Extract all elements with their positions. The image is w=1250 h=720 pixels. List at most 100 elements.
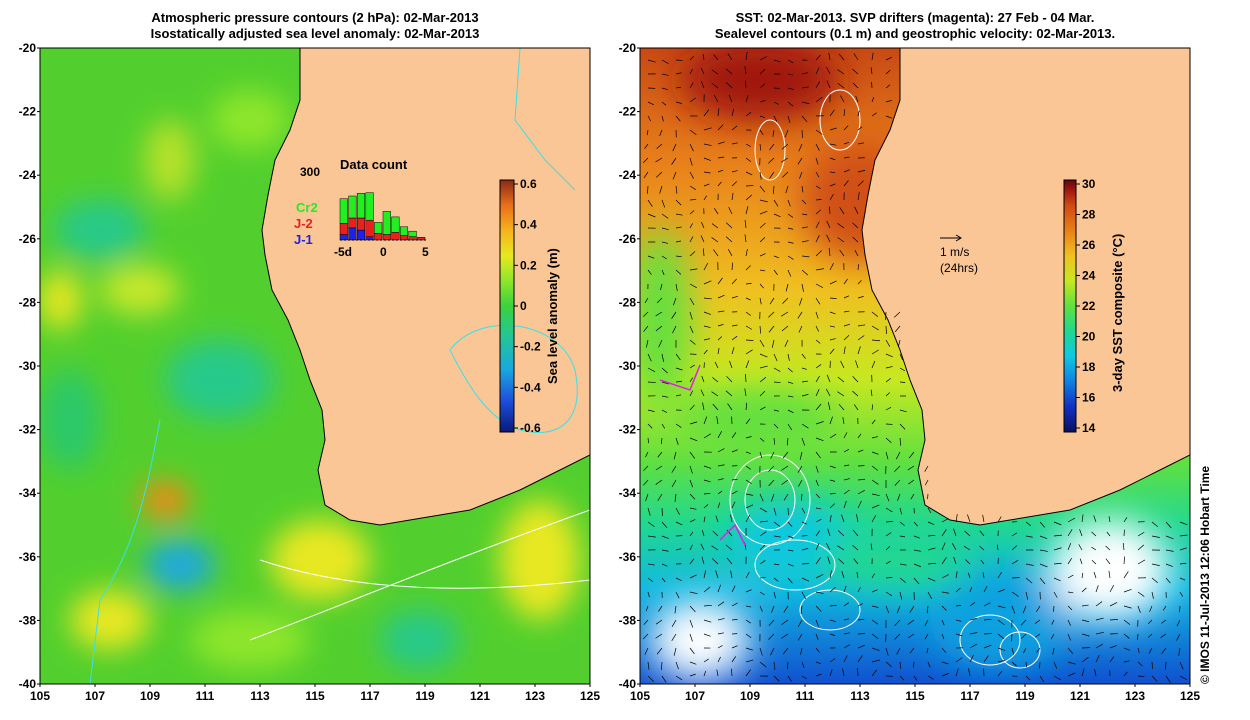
velocity-arrow [675, 394, 682, 397]
velocity-arrow [871, 589, 878, 593]
velocity-arrow [671, 157, 677, 165]
velocity-arrow [857, 126, 863, 131]
velocity-arrow [772, 185, 775, 194]
velocity-arrow [655, 157, 663, 163]
velocity-arrow [672, 325, 677, 334]
velocity-arrow [899, 423, 906, 430]
velocity-arrow [899, 367, 905, 372]
velocity-arrow [1109, 585, 1115, 593]
velocity-arrow [671, 311, 677, 319]
velocity-arrow [717, 656, 721, 663]
velocity-arrow [759, 185, 766, 193]
velocity-arrow [717, 108, 720, 117]
velocity-arrow [801, 661, 805, 668]
velocity-arrow [717, 277, 723, 285]
velocity-arrow [715, 515, 719, 523]
velocity-arrow [745, 95, 749, 103]
velocity-arrow [969, 618, 977, 621]
velocity-arrow [1025, 591, 1029, 600]
velocity-arrow [645, 493, 649, 502]
velocity-arrow [800, 493, 803, 501]
inset-xtick-2: 5 [422, 245, 429, 259]
velocity-arrow [689, 210, 695, 215]
velocity-arrow [782, 171, 789, 178]
colorbar-tick-label: -0.4 [520, 380, 541, 394]
velocity-arrow [773, 353, 778, 362]
velocity-arrow [702, 248, 705, 257]
velocity-arrow [787, 395, 794, 398]
velocity-arrow [745, 143, 751, 147]
velocity-arrow [801, 255, 810, 258]
velocity-arrow [815, 389, 820, 397]
velocity-arrow [731, 585, 736, 593]
velocity-arrow [717, 324, 724, 327]
velocity-arrow [1109, 645, 1117, 649]
velocity-arrow [913, 549, 921, 552]
velocity-arrow [1165, 563, 1173, 567]
velocity-arrow [1067, 633, 1072, 641]
velocity-arrow [801, 72, 809, 75]
velocity-arrow [885, 661, 892, 668]
velocity-arrow [759, 661, 767, 668]
velocity-arrow [1165, 521, 1172, 529]
velocity-arrow [815, 493, 821, 499]
velocity-arrow [857, 346, 861, 355]
velocity-arrow [745, 669, 751, 677]
velocity-arrow [1095, 585, 1099, 593]
velocity-arrow [870, 389, 873, 397]
velocity-arrow [787, 353, 790, 361]
colorbar-tick-label: 26 [1082, 238, 1096, 252]
velocity-arrow [731, 347, 735, 355]
velocity-arrow [675, 86, 682, 89]
velocity-arrow [839, 249, 845, 257]
velocity-arrow [843, 644, 850, 649]
velocity-arrow [854, 206, 859, 215]
velocity-arrow [1039, 577, 1046, 585]
velocity-arrow [898, 339, 901, 347]
velocity-arrow [1123, 671, 1128, 677]
velocity-arrow [727, 53, 733, 61]
velocity-arrow [647, 437, 649, 444]
velocity-arrow [759, 222, 766, 229]
velocity-arrow [826, 80, 831, 89]
velocity-arrow [1081, 587, 1087, 593]
velocity-arrow [815, 403, 822, 411]
velocity-arrow [759, 531, 767, 537]
velocity-arrow [857, 335, 865, 341]
velocity-arrow [675, 115, 681, 122]
velocity-arrow [843, 489, 850, 495]
velocity-arrow [838, 558, 845, 565]
velocity-arrow [829, 479, 836, 482]
y-tick-label: -32 [619, 423, 637, 437]
velocity-arrow [689, 377, 694, 383]
velocity-arrow [857, 169, 866, 173]
velocity-arrow [1011, 605, 1016, 614]
velocity-arrow [871, 479, 879, 485]
velocity-arrow [1122, 542, 1125, 551]
velocity-arrow [815, 129, 823, 135]
velocity-arrow [1147, 619, 1153, 625]
velocity-arrow [983, 602, 991, 607]
velocity-arrow [801, 199, 807, 205]
right-map[interactable]: 1 m/s (24hrs) 30 28 26 24 22 20 18 16 14 3-day S… [600, 0, 1220, 720]
velocity-arrow [1050, 633, 1055, 640]
x-tick-label: 105 [30, 689, 50, 703]
velocity-arrow [1123, 660, 1130, 663]
velocity-arrow [852, 390, 859, 397]
velocity-arrow [815, 465, 819, 473]
velocity-arrow [783, 493, 789, 501]
velocity-arrow [871, 436, 878, 439]
velocity-arrow [1095, 617, 1104, 621]
velocity-arrow [801, 269, 809, 276]
velocity-arrow [983, 655, 989, 663]
velocity-arrow [759, 171, 762, 180]
velocity-arrow [661, 227, 669, 231]
velocity-arrow [899, 661, 902, 669]
velocity-arrow [745, 339, 754, 341]
left-map[interactable]: Data count 300 -5d 0 5 Cr2 J-2 J-1 [0, 0, 620, 720]
velocity-arrow [787, 241, 794, 244]
velocity-arrow [759, 365, 768, 369]
velocity-arrow [672, 143, 677, 152]
velocity-arrow [829, 325, 835, 328]
x-tick-label: 115 [905, 689, 925, 703]
